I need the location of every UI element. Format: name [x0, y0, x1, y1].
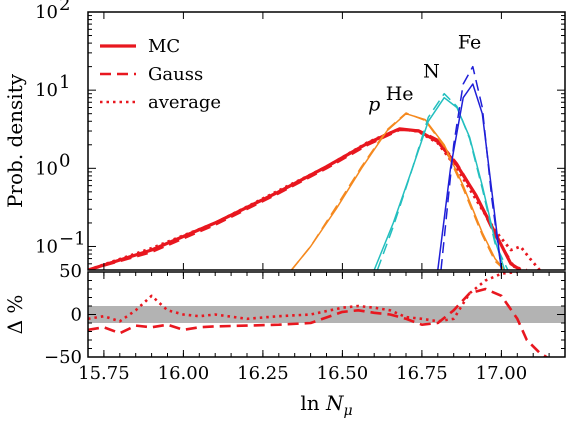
x-tick-label-1: 16.00 — [158, 363, 210, 384]
x-axis-label: ln Nμ — [300, 391, 352, 419]
diff-curve-average — [88, 272, 518, 323]
legend-label-average: average — [148, 92, 221, 113]
x-axis-label-mu: μ — [344, 403, 353, 419]
diff-ytick-label-1: 0 — [71, 305, 82, 326]
curve-label-p: p — [368, 93, 380, 115]
difference-panel: 15.75 16.00 16.25 16.50 16.75 17.00 −50 0 Δ % l… — [3, 271, 566, 419]
x-tick-label-5: 17.00 — [476, 363, 528, 384]
tolerance-band — [88, 306, 565, 323]
curve-fe-dashed — [440, 65, 503, 270]
x-tick-label-3: 16.50 — [317, 363, 369, 384]
density-ytick-exp-1: 0 — [59, 150, 70, 171]
x-axis-label-ln: ln — [300, 391, 326, 415]
density-y-axis-label: Prob. density — [3, 73, 27, 208]
x-axis-label-n: N — [325, 391, 345, 415]
curve-label-fe: Fe — [458, 32, 481, 54]
density-ytick-label-0: 10 — [35, 236, 58, 257]
density-ytick-label-3: 10 — [35, 2, 58, 23]
diff-ytick-label-0: −50 — [44, 347, 82, 368]
x-tick-label-2: 16.25 — [237, 363, 289, 384]
legend-label-mc: MC — [148, 36, 180, 57]
density-ytick-label-2: 10 — [35, 80, 58, 101]
curve-p-dotted — [88, 127, 541, 270]
difference-y-axis-label: Δ % — [3, 295, 27, 335]
curve-p-solid — [88, 127, 522, 270]
density-ytick-label-extra: 50 — [59, 261, 82, 282]
legend: MC Gauss average — [100, 36, 221, 113]
curve-he-dashed — [290, 112, 506, 270]
curve-fe-solid — [437, 83, 503, 270]
density-ytick-exp-2: 1 — [59, 72, 70, 93]
density-ticks — [88, 11, 565, 270]
curve-label-he: He — [386, 83, 414, 105]
density-axis-frame — [87, 11, 566, 271]
legend-label-gauss: Gauss — [148, 64, 203, 85]
density-curves — [88, 65, 541, 270]
curve-label-n: N — [423, 61, 440, 83]
difference-tick-labels: 15.75 16.00 16.25 16.50 16.75 17.00 −50 0 — [44, 305, 527, 385]
curve-n-dashed — [376, 92, 509, 270]
diff-curve-gauss — [88, 287, 549, 357]
density-ytick-exp-0: −1 — [59, 228, 86, 249]
x-tick-label-0: 15.75 — [78, 363, 130, 384]
density-ytick-exp-3: 2 — [59, 0, 70, 15]
difference-curves — [88, 272, 549, 357]
density-ytick-label-1: 10 — [35, 158, 58, 179]
x-tick-label-4: 16.75 — [396, 363, 448, 384]
difference-ticks — [88, 271, 565, 358]
